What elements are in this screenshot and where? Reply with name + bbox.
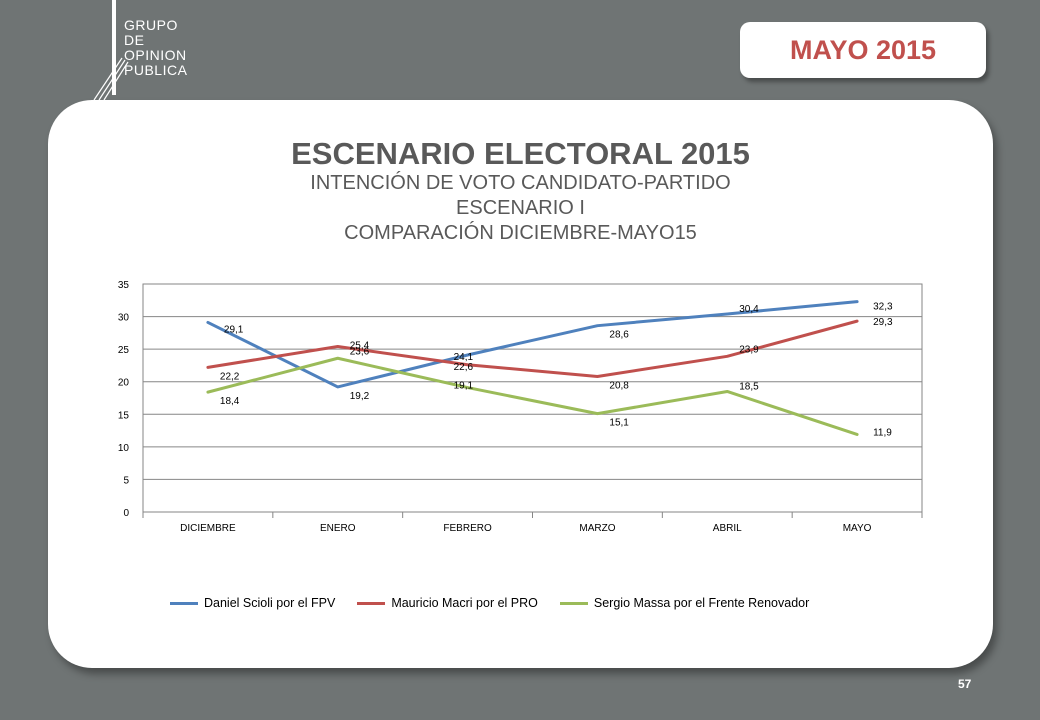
legend-label: Mauricio Macri por el PRO — [391, 596, 538, 610]
legend-item: Sergio Massa por el Frente Renovador — [559, 596, 810, 610]
brand-line: GRUPO — [124, 17, 178, 33]
data-label: 28,6 — [609, 330, 629, 341]
plot-area — [142, 283, 923, 513]
brand-logo: GRUPO DE OPINION PUBLICA — [92, 0, 212, 110]
data-label: 19,2 — [350, 391, 370, 402]
legend-swatch — [170, 601, 198, 605]
y-tick-label: 0 — [123, 508, 129, 519]
y-tick-label: 25 — [118, 345, 130, 356]
series-line — [206, 356, 859, 436]
x-tick-label: MARZO — [579, 523, 615, 534]
x-tick-label: FEBRERO — [443, 523, 492, 534]
legend-swatch — [559, 601, 588, 605]
brand-line: DE — [124, 32, 145, 48]
page-number: 57 — [958, 677, 972, 691]
y-tick-label: 35 — [118, 280, 130, 291]
data-label: 18,4 — [220, 396, 240, 407]
brand-line: PUBLICA — [124, 62, 188, 78]
data-label: 15,1 — [609, 418, 629, 429]
x-tick-label: ABRIL — [713, 523, 742, 534]
data-label: 23,6 — [350, 346, 370, 357]
brand-name: GRUPO DE OPINION PUBLICA — [124, 18, 187, 78]
legend-label: Daniel Scioli por el FPV — [204, 596, 336, 610]
y-tick-label: 10 — [118, 443, 130, 454]
date-badge: MAYO 2015 — [740, 22, 986, 78]
legend-swatch — [357, 601, 386, 605]
logo-bar — [112, 0, 116, 95]
y-tick-label: 30 — [118, 313, 130, 324]
series-line — [206, 319, 859, 379]
data-label: 20,8 — [609, 381, 629, 392]
data-label: 32,3 — [873, 302, 893, 313]
brand-line: OPINION — [124, 47, 187, 63]
data-label: 29,1 — [224, 324, 244, 335]
y-tick-label: 20 — [118, 378, 130, 389]
legend-label: Sergio Massa por el Frente Renovador — [593, 596, 810, 610]
legend-item: Mauricio Macri por el PRO — [357, 596, 538, 610]
chart-subtitle-line: COMPARACIÓN DICIEMBRE-MAYO15 — [344, 222, 697, 244]
data-label: 23,9 — [739, 344, 759, 355]
data-label: 22,2 — [220, 371, 240, 382]
data-label: 29,3 — [873, 317, 893, 328]
series-line — [206, 300, 859, 389]
data-label: 11,9 — [873, 427, 892, 438]
data-label: 22,6 — [454, 362, 474, 373]
logo-lines-icon — [93, 57, 129, 101]
x-tick-label: DICIEMBRE — [180, 523, 236, 534]
content-card — [48, 100, 993, 668]
data-label: 19,1 — [454, 381, 474, 392]
data-label: 30,4 — [739, 304, 759, 315]
x-tick-label: ENERO — [320, 523, 356, 534]
legend-item: Daniel Scioli por el FPV — [170, 596, 335, 610]
chart-legend: Daniel Scioli por el FPV Mauricio Macri … — [170, 596, 809, 610]
data-label: 25,4 — [350, 341, 370, 352]
chart-subtitle-line: ESCENARIO I — [456, 197, 585, 219]
y-tick-label: 5 — [123, 475, 129, 486]
x-tick-label: MAYO — [843, 523, 872, 534]
y-tick-label: 15 — [118, 410, 130, 421]
chart-title: ESCENARIO ELECTORAL 2015 — [291, 136, 750, 171]
chart-subtitle-line: INTENCIÓN DE VOTO CANDIDATO-PARTIDO — [310, 172, 731, 194]
data-label: 18,5 — [739, 381, 759, 392]
data-label: 24,1 — [454, 352, 474, 363]
